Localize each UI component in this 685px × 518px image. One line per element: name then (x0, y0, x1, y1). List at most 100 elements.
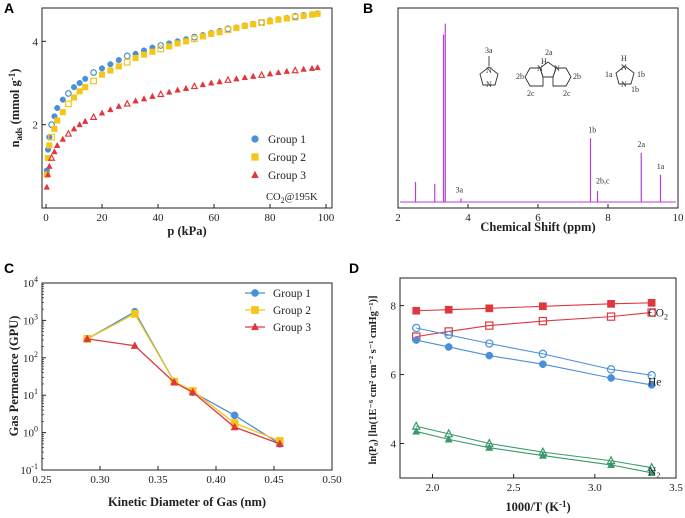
panel-a-point-s2-14 (115, 102, 123, 109)
panel-d-y-tick-label-2: 8 (391, 301, 397, 313)
panel-d-point-s0-2 (485, 304, 494, 313)
panel-a-point-s2-19 (157, 89, 165, 98)
panel-c-x-tick-label-1: 0.30 (90, 474, 110, 486)
panel-a-point-s2-25 (207, 79, 215, 86)
panel-c-y-tick-label-2: 101 (23, 387, 38, 402)
panel-b-peak-label-0: 3a (455, 186, 463, 195)
panel-c-y-tick-label-5: 104 (23, 275, 38, 290)
panel-d-gas-label-0: CO2 (648, 307, 668, 321)
panel-a-point-s1-34 (283, 15, 290, 22)
panel-a-point-s0-10 (82, 75, 89, 82)
panel-b-frame (397, 7, 679, 209)
panel-a-point-s1-2 (46, 142, 53, 149)
panel-d-point-s2-2 (485, 339, 494, 348)
panel-a-x-tick-label-4: 80 (265, 212, 277, 224)
panel-d-point-s5-4 (607, 460, 616, 469)
structure-label-3a: 3a (485, 46, 493, 55)
panel-b-x-tick-label-3: 8 (605, 212, 611, 224)
panel-a-point-s2-31 (257, 70, 266, 78)
panel-a-point-s1-29 (241, 22, 248, 29)
panel-a-point-s2-15 (123, 99, 131, 107)
panel-a-point-s1-28 (233, 24, 240, 32)
panel-c-legend-label-1: Group 2 (273, 305, 311, 317)
panel-d-point-s5-3 (538, 451, 547, 459)
panel-d-point-s0-5 (647, 298, 656, 307)
atom-n-1: N (486, 66, 492, 75)
panel-a-ticks: 0 20 40 60 80 100 2 4 (33, 36, 335, 224)
panel-a-point-s1-25 (208, 30, 215, 37)
panel-a-point-s1-14 (115, 63, 122, 70)
panel-a-point-s1-36 (300, 12, 307, 19)
panel-d-point-s0-1 (444, 305, 453, 314)
panel-a-point-s2-5 (53, 141, 61, 148)
panel-a-frame (41, 7, 333, 209)
panel-a-point-s2-21 (174, 86, 181, 93)
panel-c-legend-label-0: Group 1 (273, 288, 311, 300)
panel-a-point-s0-14 (115, 57, 122, 64)
panel-c-x-tick-label-2: 0.35 (148, 474, 168, 486)
panel-a-legend: Group 1 Group 2 Group 3 (251, 134, 306, 182)
panel-d-point-s2-0 (412, 323, 421, 333)
structure-label-1b-bottom: 1b (631, 85, 639, 94)
panel-b-x-label: Chemical Shift (ppm) (480, 220, 595, 234)
panel-a-point-s1-27 (224, 26, 232, 34)
panel-c-x-tick-label-4: 0.45 (264, 474, 284, 486)
panel-d-series-line-0 (416, 302, 652, 312)
panel-a-point-s2-9 (76, 121, 83, 128)
panel-c-legend-marker-1 (251, 306, 259, 314)
panel-c-legend-marker-2 (250, 322, 260, 331)
structure-3-methylimidazole (479, 56, 499, 86)
panel-c-legend-marker-0 (251, 289, 259, 297)
panel-a-y-tick-label-1: 4 (33, 36, 39, 48)
panel-a-point-s2-28 (233, 75, 240, 82)
panel-d-point-s2-4 (606, 365, 616, 374)
panel-a-point-s2-17 (140, 95, 148, 102)
panel-d-series-line-4 (416, 425, 652, 469)
panel-d-series (411, 298, 657, 476)
panel-a-note: CO2@195K (266, 192, 318, 205)
panel-d-series-line-5 (416, 430, 652, 474)
structure-label-2c-right: 2c (563, 89, 571, 98)
atom-n-benz-1: N (537, 64, 543, 73)
panel-a-point-s2-1 (44, 171, 52, 178)
panel-a-point-s1-33 (275, 16, 282, 23)
panel-d-point-s2-3 (538, 349, 548, 359)
panel-a-point-s1-23 (191, 35, 198, 43)
panel-a-point-s0-15 (123, 52, 131, 60)
panel-c-x-tick-label-5: 0.50 (322, 474, 342, 486)
panel-d-point-s1-3 (538, 316, 548, 326)
panel-d-y-tick-label-0: 4 (391, 439, 397, 451)
panel-a-legend-marker-1 (251, 153, 259, 161)
panel-d-point-s0-3 (539, 302, 547, 311)
panel-d-y-tick-label-1: 6 (391, 370, 397, 382)
panel-a-point-s1-6 (59, 109, 66, 116)
structure-label-2b-right: 2b (573, 72, 581, 81)
panel-a-point-s1-22 (182, 38, 190, 45)
structure-label-2c-left: 2c (527, 89, 535, 98)
panel-a-point-s2-18 (149, 92, 156, 99)
panel-a-point-s1-38 (314, 10, 321, 17)
panel-letter-b: B (363, 0, 373, 16)
panel-a-point-s1-12 (98, 71, 106, 78)
structure-imidazole (615, 65, 635, 85)
panel-a-point-s2-8 (70, 125, 78, 132)
atom-n-imid-1: N (621, 63, 627, 72)
panel-a-point-s2-22 (182, 84, 190, 91)
panel-a-point-s0-23 (190, 33, 198, 41)
panel-a-point-s2-16 (132, 97, 139, 104)
panel-a-point-s1-19 (157, 45, 165, 53)
panel-d-x-tick-label-0: 2.0 (426, 482, 440, 494)
panel-a-legend-label-0: Group 1 (268, 134, 306, 146)
panel-a-x-tick-label-5: 100 (318, 212, 335, 224)
panel-c-point-s2-2 (170, 377, 179, 386)
panel-d-point-s3-0 (412, 336, 421, 344)
panel-d: D 2.0 2.5 3.0 3.5 4 6 8 CO2 He N2 1000/T (K-1) l… (349, 260, 683, 514)
panel-c: C 0.25 0.30 0.35 0.40 0.45 0.50 10-1 100 101 102 1… (4, 260, 342, 509)
panel-b-x-tick-label-0: 2 (395, 212, 401, 224)
panel-d-frame (399, 277, 677, 479)
panel-a-point-s2-2 (46, 162, 53, 169)
panel-a-point-s0-31 (258, 19, 266, 26)
panel-d-point-s3-4 (607, 374, 615, 382)
panel-c-legend: Group 1 Group 2 Group 3 (245, 288, 311, 334)
panel-c-series-line-1 (86, 312, 281, 442)
